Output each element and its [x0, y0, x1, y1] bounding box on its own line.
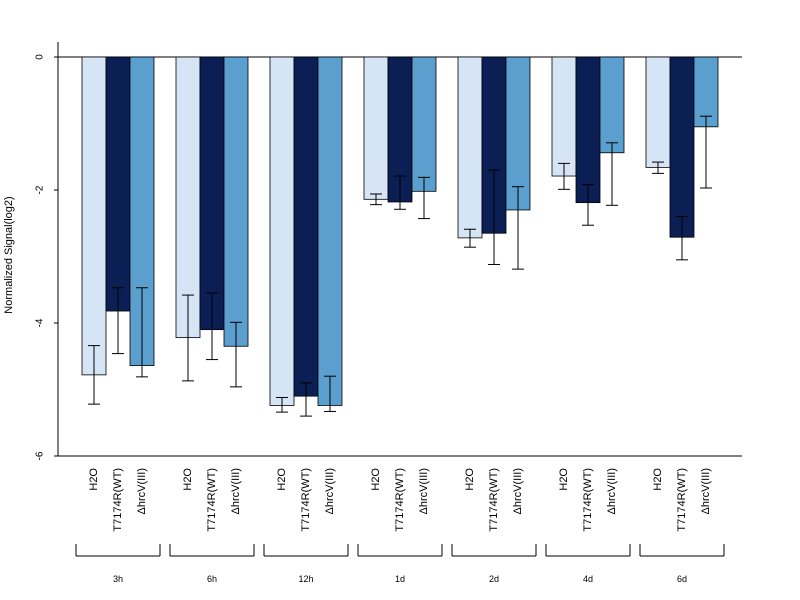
group-label: 6d	[677, 574, 687, 584]
bar-1	[575, 56, 601, 204]
category-label: ΔhrcV(III)	[606, 468, 618, 514]
category-label: T7174R(WT)	[488, 468, 500, 532]
category-label: T7174R(WT)	[394, 468, 406, 532]
category-label: T7174R(WT)	[582, 468, 594, 532]
bar-2	[317, 56, 343, 406]
category-label: ΔhrcV(III)	[418, 468, 430, 514]
category-label: T7174R(WT)	[300, 468, 312, 532]
y-axis-title: Normalized Signal(log2)	[3, 196, 15, 313]
bar-1	[199, 56, 225, 331]
bar-2	[505, 56, 531, 211]
group-label: 3h	[113, 574, 123, 584]
group-label: 2d	[489, 574, 499, 584]
y-tick-label: -4	[35, 318, 46, 327]
y-tick-label: 0	[35, 54, 46, 60]
bar-0	[457, 56, 483, 239]
group-label: 6h	[207, 574, 217, 584]
category-label: H2O	[370, 468, 382, 491]
category-label: T7174R(WT)	[676, 468, 688, 532]
category-label: ΔhrcV(III)	[324, 468, 336, 514]
category-label: ΔhrcV(III)	[136, 468, 148, 514]
category-label: H2O	[276, 468, 288, 491]
category-label: H2O	[88, 468, 100, 491]
category-label: H2O	[464, 468, 476, 491]
bar-0	[269, 56, 295, 406]
category-label: ΔhrcV(III)	[230, 468, 242, 514]
category-label: T7174R(WT)	[112, 468, 124, 532]
group-label: 12h	[298, 574, 313, 584]
group-label: 1d	[395, 574, 405, 584]
bar-2	[223, 56, 249, 347]
category-label: H2O	[652, 468, 664, 491]
y-tick-label: -6	[35, 451, 46, 460]
bar-0	[551, 56, 577, 177]
category-label: T7174R(WT)	[206, 468, 218, 532]
category-label: ΔhrcV(III)	[512, 468, 524, 514]
bar-0	[363, 56, 389, 200]
bar-1	[669, 56, 695, 238]
bar-2	[411, 56, 437, 192]
bar-1	[293, 56, 319, 397]
y-tick-label: -2	[35, 185, 46, 194]
bar-2	[599, 56, 625, 154]
bar-1	[105, 56, 131, 312]
bar-0	[645, 56, 671, 168]
category-label: ΔhrcV(III)	[700, 468, 712, 514]
category-label: H2O	[182, 468, 194, 491]
category-label: H2O	[558, 468, 570, 491]
group-label: 4d	[583, 574, 593, 584]
bar-0	[81, 56, 107, 376]
bar-0	[175, 56, 201, 339]
